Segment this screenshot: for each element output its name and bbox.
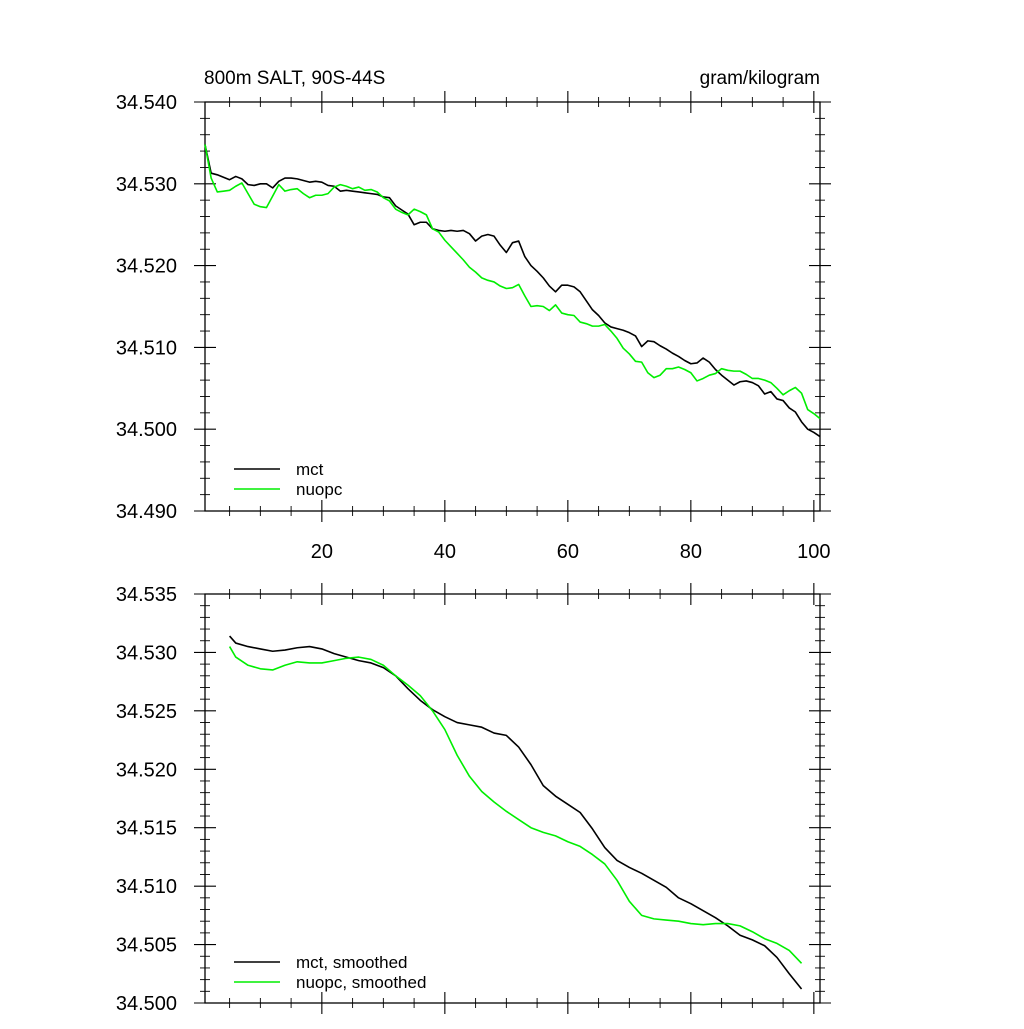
y-tick-label: 34.520 [116,759,177,781]
y-tick-label: 34.505 [116,935,177,957]
bottom-y-tick-labels: 34.500 34.505 34.510 34.515 34.520 34.525 34.5… [116,584,177,1015]
y-tick-label: 34.500 [116,993,177,1015]
y-tick-label: 34.510 [116,876,177,898]
y-tick-label: 34.490 [116,501,177,523]
top-panel: 800m SALT, 90S-44S gram/kilogram 34.4903… [116,68,831,563]
top-y-tick-labels: 34.490 34.500 34.510 34.520 34.530 34.540 [116,92,177,523]
bottom-series-lines [228,635,803,990]
bottom-axis-ticks [194,583,831,1014]
top-legend: mct nuopc [234,460,343,499]
bottom-legend: mct, smoothed nuopc, smoothed [234,953,426,992]
legend-label-mct: mct [296,460,324,479]
x-tick-label: 100 [797,541,830,563]
top-x-tick-labels: 20 40 60 80 100 [311,541,831,563]
top-plot-frame [204,101,821,512]
bottom-panel: 34.500 34.505 34.510 34.515 34.520 34.525 34.5… [116,583,831,1015]
y-tick-label: 34.530 [116,642,177,664]
top-series-lines [204,144,821,438]
y-tick-label: 34.515 [116,818,177,840]
y-tick-label: 34.535 [116,584,177,606]
bottom-series-nuopc-smoothed-line [228,646,803,964]
y-tick-label: 34.525 [116,701,177,723]
x-tick-label: 60 [557,541,579,563]
x-tick-label: 20 [311,541,333,563]
x-tick-label: 80 [680,541,702,563]
legend-label-mct-smoothed: mct, smoothed [296,953,408,972]
y-tick-label: 34.540 [116,92,177,114]
top-series-nuopc-line [204,144,821,420]
x-tick-label: 40 [434,541,456,563]
bottom-series-mct-smoothed-line [228,635,803,990]
top-axis-ticks [194,91,831,522]
bottom-plot-frame [204,593,821,1004]
y-tick-label: 34.520 [116,256,177,278]
legend-label-nuopc: nuopc [296,480,343,499]
y-tick-label: 34.500 [116,419,177,441]
chart-title: 800m SALT, 90S-44S [204,68,385,89]
y-tick-label: 34.530 [116,174,177,196]
legend-label-nuopc-smoothed: nuopc, smoothed [296,973,426,992]
units-label: gram/kilogram [700,68,820,89]
y-tick-label: 34.510 [116,337,177,359]
